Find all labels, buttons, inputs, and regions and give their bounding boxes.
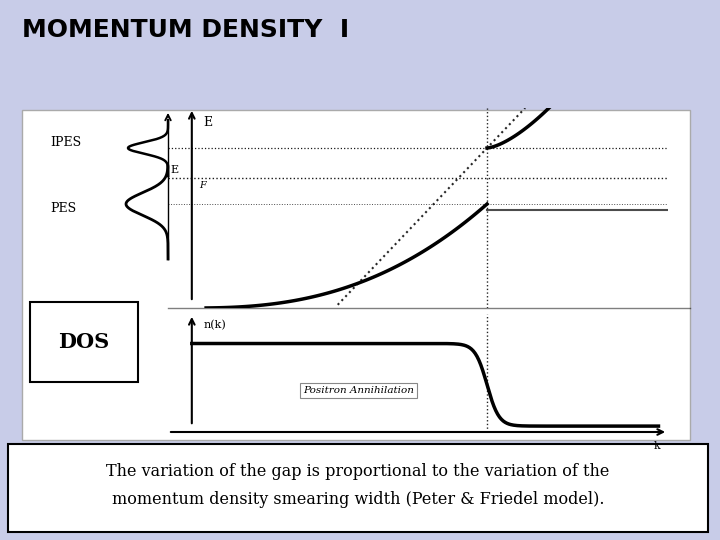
Text: The variation of the gap is proportional to the variation of the: The variation of the gap is proportional… [107, 463, 610, 481]
Bar [22, 110, 690, 440]
Text: n(k): n(k) [204, 320, 227, 330]
Bar [30, 302, 138, 382]
Text: $\mathregular{E}$: $\mathregular{E}$ [171, 163, 179, 175]
Text: PES: PES [50, 202, 76, 215]
Text: IPES: IPES [50, 137, 81, 150]
Text: momentum density smearing width (Peter & Friedel model).: momentum density smearing width (Peter &… [112, 491, 604, 509]
Text: $\mathregular{F}$: $\mathregular{F}$ [199, 179, 208, 190]
Text: E: E [204, 116, 213, 129]
Text: Positron Annihilation: Positron Annihilation [303, 386, 414, 395]
Bar [8, 444, 708, 532]
Text: DOS: DOS [58, 332, 109, 352]
Text: MOMENTUM DENSITY  I: MOMENTUM DENSITY I [22, 18, 349, 42]
Text: k: k [654, 441, 660, 451]
